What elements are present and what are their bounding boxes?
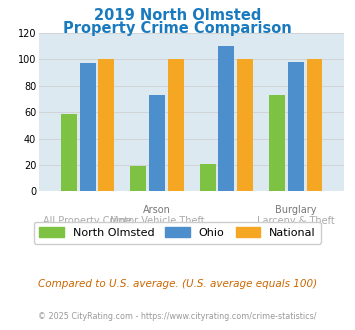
Bar: [200, 164, 215, 191]
Bar: [288, 62, 304, 191]
Text: © 2025 CityRating.com - https://www.cityrating.com/crime-statistics/: © 2025 CityRating.com - https://www.city…: [38, 312, 317, 321]
Bar: [237, 59, 253, 191]
Text: Larceny & Theft: Larceny & Theft: [257, 216, 335, 226]
Text: All Property Crime: All Property Crime: [43, 216, 132, 226]
Text: Arson: Arson: [143, 205, 171, 214]
Bar: [306, 59, 322, 191]
Text: Motor Vehicle Theft: Motor Vehicle Theft: [110, 216, 204, 226]
Bar: [130, 166, 146, 191]
Bar: [218, 46, 234, 191]
Bar: [269, 95, 285, 191]
Bar: [149, 95, 165, 191]
Bar: [80, 63, 95, 191]
Text: Burglary: Burglary: [275, 205, 317, 214]
Text: 2019 North Olmsted: 2019 North Olmsted: [94, 8, 261, 23]
Text: Compared to U.S. average. (U.S. average equals 100): Compared to U.S. average. (U.S. average …: [38, 279, 317, 289]
Legend: North Olmsted, Ohio, National: North Olmsted, Ohio, National: [34, 222, 321, 244]
Bar: [168, 59, 184, 191]
Bar: [61, 114, 77, 191]
Bar: [98, 59, 114, 191]
Text: Property Crime Comparison: Property Crime Comparison: [63, 21, 292, 36]
